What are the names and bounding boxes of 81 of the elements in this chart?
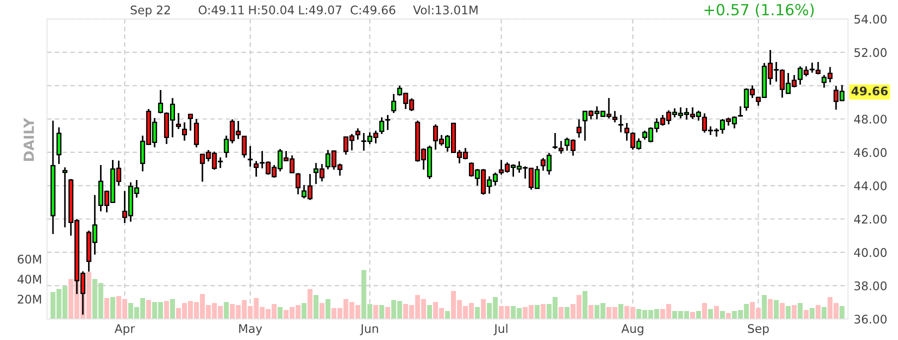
y2-tick-label: 60M [18, 254, 41, 264]
bar [308, 289, 312, 319]
candlestick [242, 136, 247, 158]
candlestick [254, 160, 259, 178]
bar [810, 308, 815, 319]
y-tick-label: 52.00 [854, 48, 887, 57]
candlestick [296, 172, 301, 196]
bar [822, 307, 827, 319]
x-tick-label: Apr [114, 324, 135, 336]
bar [714, 306, 719, 319]
bar [427, 305, 432, 319]
candlestick [385, 114, 390, 131]
bar [540, 304, 546, 319]
text: Vol:13.01M [413, 5, 478, 14]
bar [768, 299, 773, 319]
bar [582, 291, 588, 319]
y-tick-label: 48.00 [854, 114, 887, 124]
bar [320, 303, 324, 319]
candlestick [182, 122, 187, 142]
candlestick [56, 126, 62, 165]
bar [798, 303, 803, 319]
bar [445, 311, 450, 319]
bar [618, 304, 624, 319]
bar [534, 305, 540, 319]
x-tick-label: Sep [748, 324, 769, 336]
y-tick-label: 40.00 [854, 248, 887, 257]
bar [816, 305, 821, 319]
bar [302, 303, 306, 319]
y-tick-label: 46.00 [854, 148, 887, 157]
bar [564, 307, 570, 319]
bar [840, 306, 844, 319]
bar [696, 311, 702, 319]
text: C:49.66 [350, 5, 396, 14]
text: 49.66 [852, 86, 888, 96]
bar [110, 297, 116, 319]
bar [325, 299, 330, 319]
x-tick-label: Jun [360, 324, 378, 336]
candlestick [194, 118, 199, 148]
text: +0.57 (1.16%) [704, 4, 814, 18]
y2-tick-label: 20M [18, 294, 41, 304]
bar [224, 302, 229, 319]
bar [170, 299, 175, 319]
bar [726, 313, 731, 319]
x-tick-label: May [239, 324, 262, 336]
y-tick-label: 36.00 [854, 314, 887, 324]
text: Sep 22 [130, 5, 170, 17]
bar [480, 299, 486, 319]
bar [804, 310, 809, 319]
bar [588, 305, 594, 319]
bar [164, 301, 170, 319]
candlestick [391, 93, 396, 114]
bar [278, 307, 283, 319]
candlestick [618, 114, 624, 134]
bar [762, 295, 767, 319]
y-tick-label: 42.00 [854, 214, 887, 224]
candlestick [188, 114, 193, 132]
y2-tick-label: 40M [18, 274, 41, 284]
x-tick-label: Aug [621, 324, 644, 336]
bar [702, 303, 707, 319]
bar [690, 312, 696, 319]
candlestick [576, 118, 582, 138]
y-tick-label: 54.00 [854, 14, 887, 24]
bar [104, 298, 110, 319]
bar [474, 307, 480, 319]
text: DAILY [24, 118, 34, 161]
candlestick [248, 145, 253, 168]
x-tick-label: Jul [494, 324, 508, 336]
candlestick [176, 112, 181, 130]
bar [720, 311, 725, 319]
text: H:50.04 [249, 5, 294, 14]
bar [708, 309, 713, 319]
bar [314, 295, 318, 319]
bar [146, 300, 152, 319]
text: O:49.11 [198, 5, 244, 14]
text: L:49.07 [299, 5, 342, 14]
candlestick [62, 166, 68, 228]
y-tick-label: 38.00 [854, 281, 887, 290]
y-tick-label: 44.00 [854, 181, 887, 190]
candlestick [355, 128, 360, 140]
candlestick [379, 116, 384, 135]
bar [558, 307, 564, 319]
